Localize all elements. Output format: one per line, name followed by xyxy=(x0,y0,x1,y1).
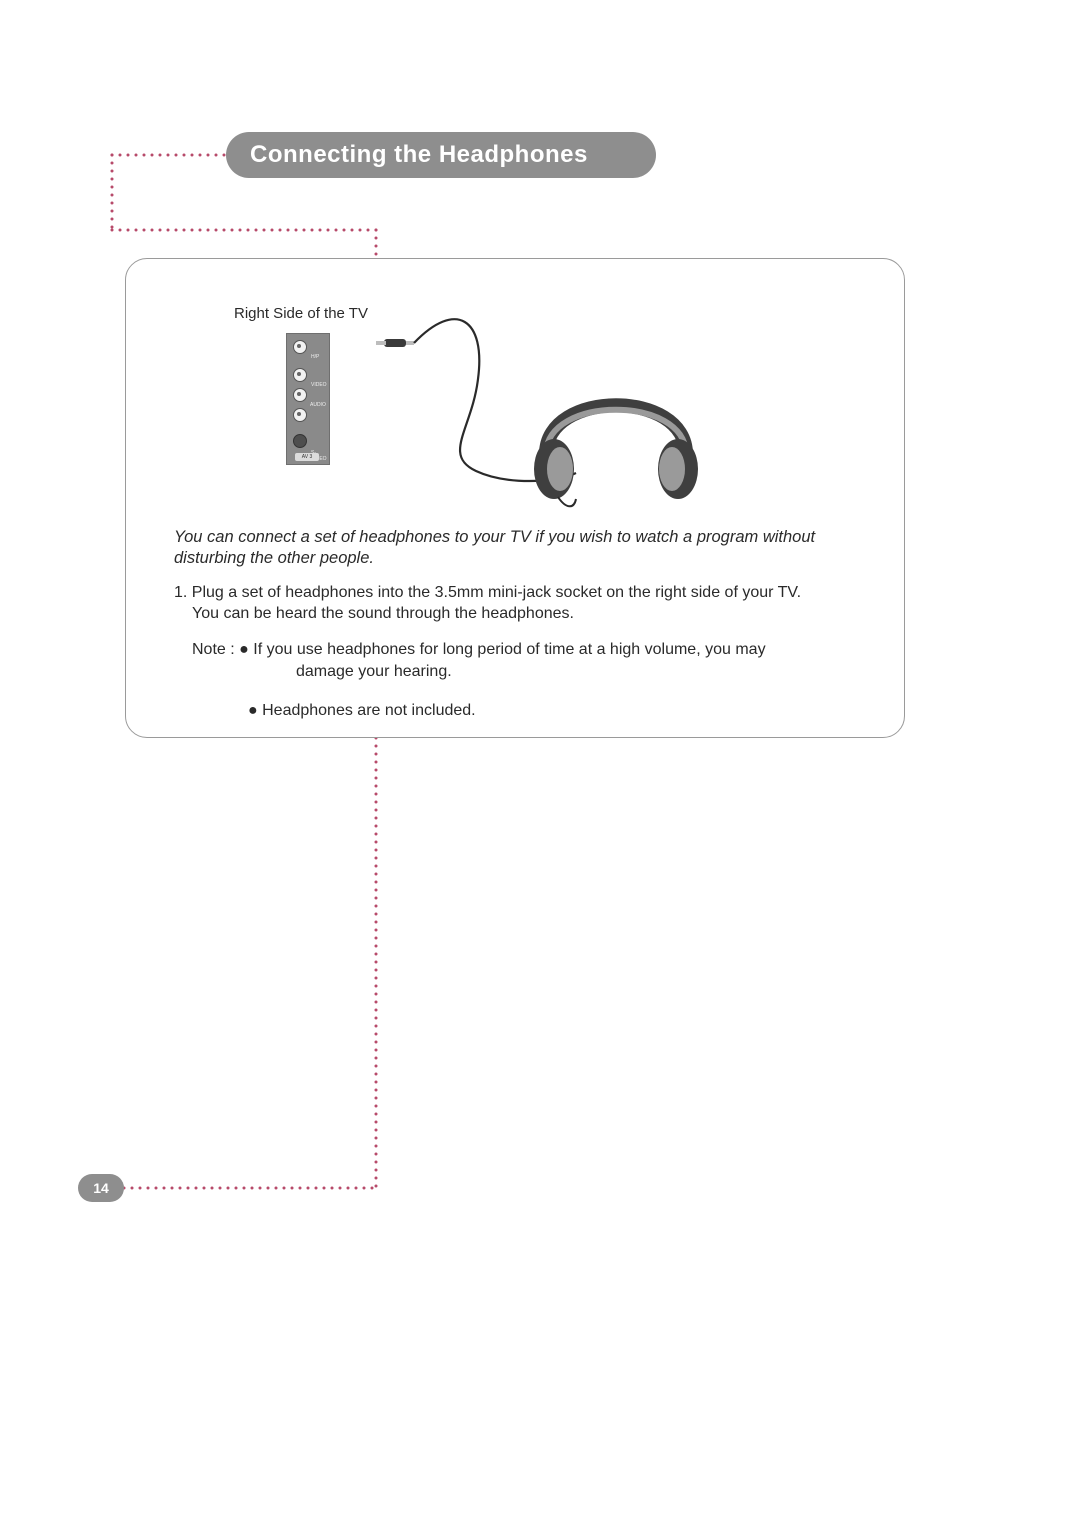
step-1: 1. Plug a set of headphones into the 3.5… xyxy=(174,583,864,625)
note1-line1: If you use headphones for long period of… xyxy=(253,639,765,661)
page-number: 14 xyxy=(93,1180,109,1196)
bullet-icon: ● xyxy=(239,639,253,661)
note-label: Note : xyxy=(192,639,239,661)
decorative-dots xyxy=(0,0,1080,1527)
headphones-diagram xyxy=(126,259,906,519)
intro-text: You can connect a set of headphones to y… xyxy=(174,527,864,568)
headphones-icon xyxy=(534,405,698,506)
page-number-badge: 14 xyxy=(78,1174,124,1202)
jack-plug-icon xyxy=(376,339,414,347)
step-line2: You can be heard the sound through the h… xyxy=(192,604,864,625)
content-panel: Right Side of the TV H/P VIDEO AUDIO S-V… xyxy=(125,258,905,738)
bullet-icon: ● xyxy=(248,700,262,722)
step-number: 1. xyxy=(174,584,187,601)
note-block: Note : ● If you use headphones for long … xyxy=(192,639,844,722)
note2-text: Headphones are not included. xyxy=(262,700,476,722)
note1-line2: damage your hearing. xyxy=(296,661,844,683)
step-line1: Plug a set of headphones into the 3.5mm … xyxy=(192,584,801,601)
